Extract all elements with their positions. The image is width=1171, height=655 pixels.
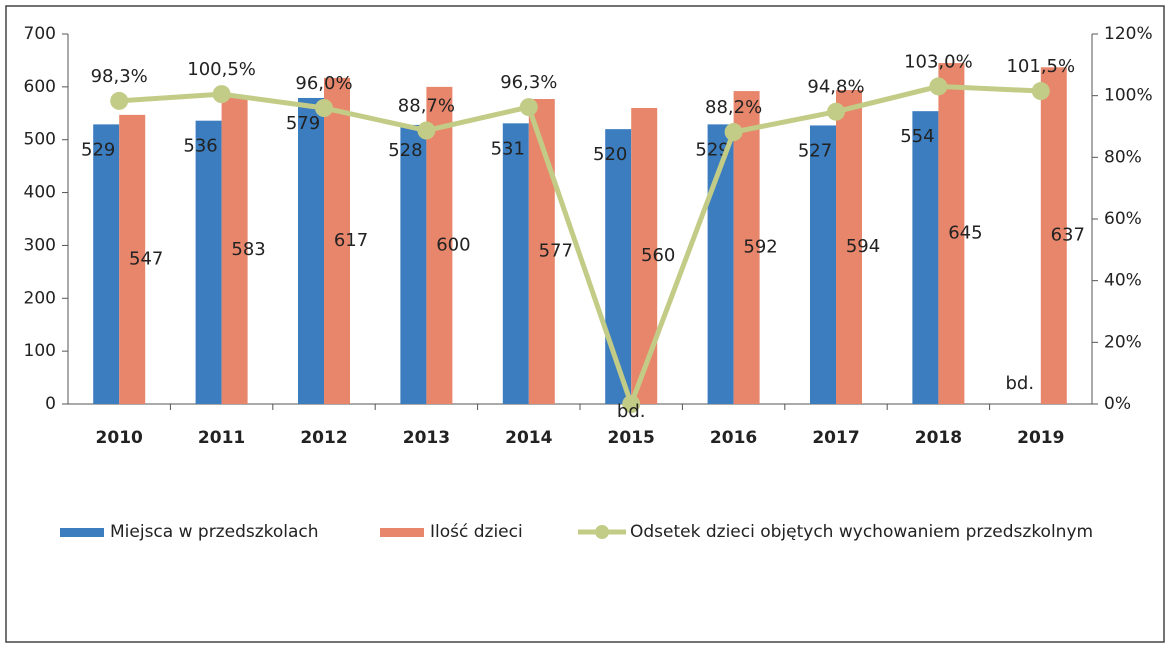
data-label: 98,3% (91, 66, 148, 87)
data-label: 94,8% (807, 77, 864, 98)
bar (605, 129, 632, 404)
data-label: bd. (617, 401, 646, 422)
line-marker (315, 99, 333, 117)
data-label: 536 (183, 136, 217, 157)
x-tick-label: 2010 (96, 428, 143, 448)
y2-tick-label: 60% (1104, 209, 1142, 229)
x-tick-label: 2019 (1017, 428, 1064, 448)
x-tick-label: 2011 (198, 428, 245, 448)
bar (502, 123, 529, 404)
y-tick-label: 0 (45, 394, 56, 414)
line-marker (519, 98, 538, 117)
data-label: 96,0% (295, 73, 352, 94)
data-label: 527 (798, 140, 832, 161)
data-label: 529 (81, 139, 115, 160)
data-label: 520 (593, 144, 627, 165)
bar (836, 90, 862, 405)
data-label: 560 (641, 245, 675, 266)
legend-label: Miejsca w przedszkolach (110, 522, 319, 542)
y2-tick-label: 0% (1104, 394, 1131, 414)
data-label: 531 (491, 138, 525, 159)
y-tick-label: 700 (24, 24, 56, 44)
y-tick-label: 400 (24, 183, 56, 203)
line (119, 83, 1041, 412)
bar (221, 95, 248, 404)
line-marker (1031, 82, 1050, 101)
legend-label: Odsetek dzieci objętych wychowaniem prze… (630, 522, 1093, 542)
bar (93, 124, 120, 404)
bar (324, 77, 350, 404)
line-marker (827, 102, 845, 121)
bar (195, 120, 222, 404)
line-marker (417, 121, 436, 140)
data-label: 554 (900, 126, 934, 147)
data-label: bd. (1006, 373, 1035, 394)
line-marker (212, 85, 231, 104)
y-tick-label: 600 (24, 77, 56, 97)
chart-frame (5, 5, 1165, 643)
bar (400, 124, 427, 405)
bar (631, 108, 658, 404)
bar (912, 111, 939, 405)
data-label: 600 (436, 234, 470, 255)
x-tick-label: 2017 (812, 428, 859, 448)
data-label: 547 (129, 248, 163, 269)
data-label: 645 (948, 223, 982, 244)
bar (810, 125, 836, 404)
x-tick-label: 2012 (300, 428, 347, 448)
line-marker (724, 123, 743, 142)
y-tick-label: 200 (24, 288, 56, 308)
bar (426, 86, 453, 404)
line-marker (110, 91, 129, 110)
data-label: 88,2% (705, 97, 762, 118)
y2-tick-label: 20% (1104, 332, 1142, 352)
data-label: 577 (539, 241, 573, 262)
data-label: 592 (743, 237, 777, 258)
x-tick-label: 2016 (710, 428, 757, 448)
data-label: 100,5% (187, 59, 256, 80)
bar (298, 97, 324, 404)
y2-tick-label: 120% (1104, 24, 1153, 44)
bar (119, 114, 146, 404)
data-label: 579 (286, 113, 320, 134)
y-tick-label: 100 (24, 341, 56, 361)
data-label: 101,5% (1006, 56, 1075, 77)
line-marker (622, 395, 641, 413)
x-tick-label: 2015 (608, 428, 655, 448)
y-tick-label: 300 (24, 235, 56, 255)
y2-tick-label: 80% (1104, 147, 1142, 167)
y-tick-label: 500 (24, 130, 56, 150)
bar (1040, 67, 1067, 405)
data-label: 594 (846, 236, 880, 257)
data-label: 96,3% (500, 72, 557, 93)
data-label: 88,7% (398, 96, 455, 117)
line-marker (929, 77, 948, 96)
x-tick-label: 2013 (403, 428, 450, 448)
legend-label: Ilość dzieci (430, 522, 523, 542)
bar (938, 63, 965, 404)
legend-swatch (595, 525, 609, 539)
legend-swatch (60, 528, 104, 537)
data-label: 583 (231, 239, 265, 260)
legend-swatch (380, 528, 424, 537)
data-label: 528 (388, 140, 422, 161)
x-tick-label: 2014 (505, 428, 552, 448)
data-label: 617 (334, 230, 368, 251)
y2-tick-label: 40% (1104, 271, 1142, 291)
data-label: 103,0% (904, 51, 973, 72)
x-tick-label: 2018 (915, 428, 962, 448)
bar (733, 91, 760, 404)
y2-tick-label: 100% (1104, 86, 1153, 106)
data-label: 637 (1051, 225, 1085, 246)
data-label: 529 (695, 139, 729, 160)
